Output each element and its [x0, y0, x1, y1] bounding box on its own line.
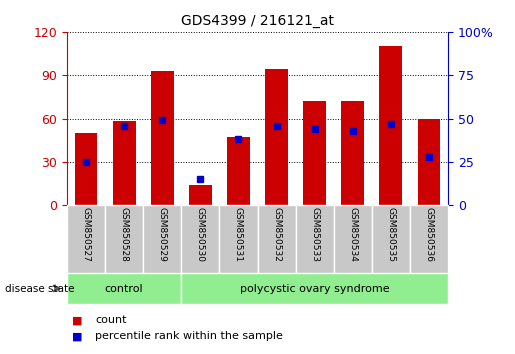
Text: count: count: [95, 315, 127, 325]
Bar: [67, 273, 181, 304]
Text: GSM850536: GSM850536: [424, 207, 434, 262]
Bar: [219, 205, 258, 273]
Bar: [105, 205, 143, 273]
Text: polycystic ovary syndrome: polycystic ovary syndrome: [240, 284, 389, 293]
Text: GSM850534: GSM850534: [348, 207, 357, 262]
Text: percentile rank within the sample: percentile rank within the sample: [95, 331, 283, 341]
Text: GSM850531: GSM850531: [234, 207, 243, 262]
Bar: [296, 205, 334, 273]
Bar: [113, 121, 135, 205]
Text: GDS4399 / 216121_at: GDS4399 / 216121_at: [181, 14, 334, 28]
Text: GSM850535: GSM850535: [386, 207, 396, 262]
Bar: [143, 205, 181, 273]
Bar: [265, 69, 288, 205]
Text: GSM850529: GSM850529: [158, 207, 167, 262]
Text: GSM850530: GSM850530: [196, 207, 205, 262]
Text: control: control: [105, 284, 143, 293]
Bar: [189, 185, 212, 205]
Bar: [410, 205, 448, 273]
Bar: [67, 205, 105, 273]
Text: ■: ■: [72, 315, 82, 325]
Bar: [227, 137, 250, 205]
Bar: [418, 119, 440, 205]
Bar: [334, 205, 372, 273]
Bar: [181, 273, 448, 304]
Text: ■: ■: [72, 331, 82, 341]
Bar: [258, 205, 296, 273]
Bar: [181, 205, 219, 273]
Text: disease state: disease state: [5, 284, 75, 293]
Text: GSM850527: GSM850527: [81, 207, 91, 262]
Text: GSM850532: GSM850532: [272, 207, 281, 262]
Bar: [151, 71, 174, 205]
Text: GSM850533: GSM850533: [310, 207, 319, 262]
Text: GSM850528: GSM850528: [119, 207, 129, 262]
Bar: [303, 101, 326, 205]
Bar: [380, 46, 402, 205]
Bar: [341, 101, 364, 205]
Bar: [75, 133, 97, 205]
Bar: [372, 205, 410, 273]
